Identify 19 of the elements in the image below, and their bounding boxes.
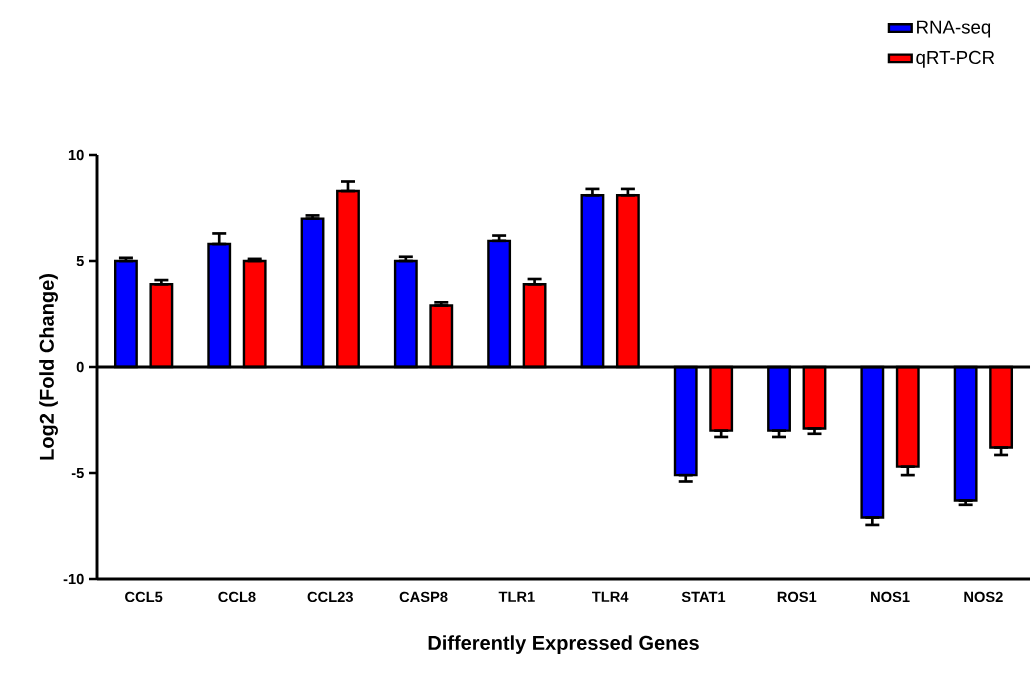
x-axis-title: Differently Expressed Genes <box>428 635 699 654</box>
y-axis-title: Log2 (Fold Change) <box>39 274 58 460</box>
x-tick-label: CCL5 <box>125 591 163 603</box>
legend-label: qRT-PCR <box>916 50 995 68</box>
x-tick-label: STAT1 <box>681 591 726 603</box>
x-tick-label: NOS2 <box>964 591 1003 603</box>
x-tick-label: CCL8 <box>218 591 256 603</box>
x-tick-label: CASP8 <box>399 591 448 603</box>
y-tick-label: 10 <box>68 149 84 161</box>
x-tick-label: ROS1 <box>777 591 817 603</box>
x-tick-label: CCL23 <box>307 591 353 603</box>
y-tick-label: -10 <box>63 573 84 585</box>
x-tick-label: TLR4 <box>591 591 629 602</box>
y-tick-label: -5 <box>71 467 84 479</box>
legend-label: RNA-seq <box>917 20 991 38</box>
y-tick-label: 0 <box>76 361 84 373</box>
x-tick-label: NOS1 <box>871 591 910 603</box>
x-tick-label: TLR1 <box>498 591 535 602</box>
y-tick-label: 5 <box>76 255 84 267</box>
